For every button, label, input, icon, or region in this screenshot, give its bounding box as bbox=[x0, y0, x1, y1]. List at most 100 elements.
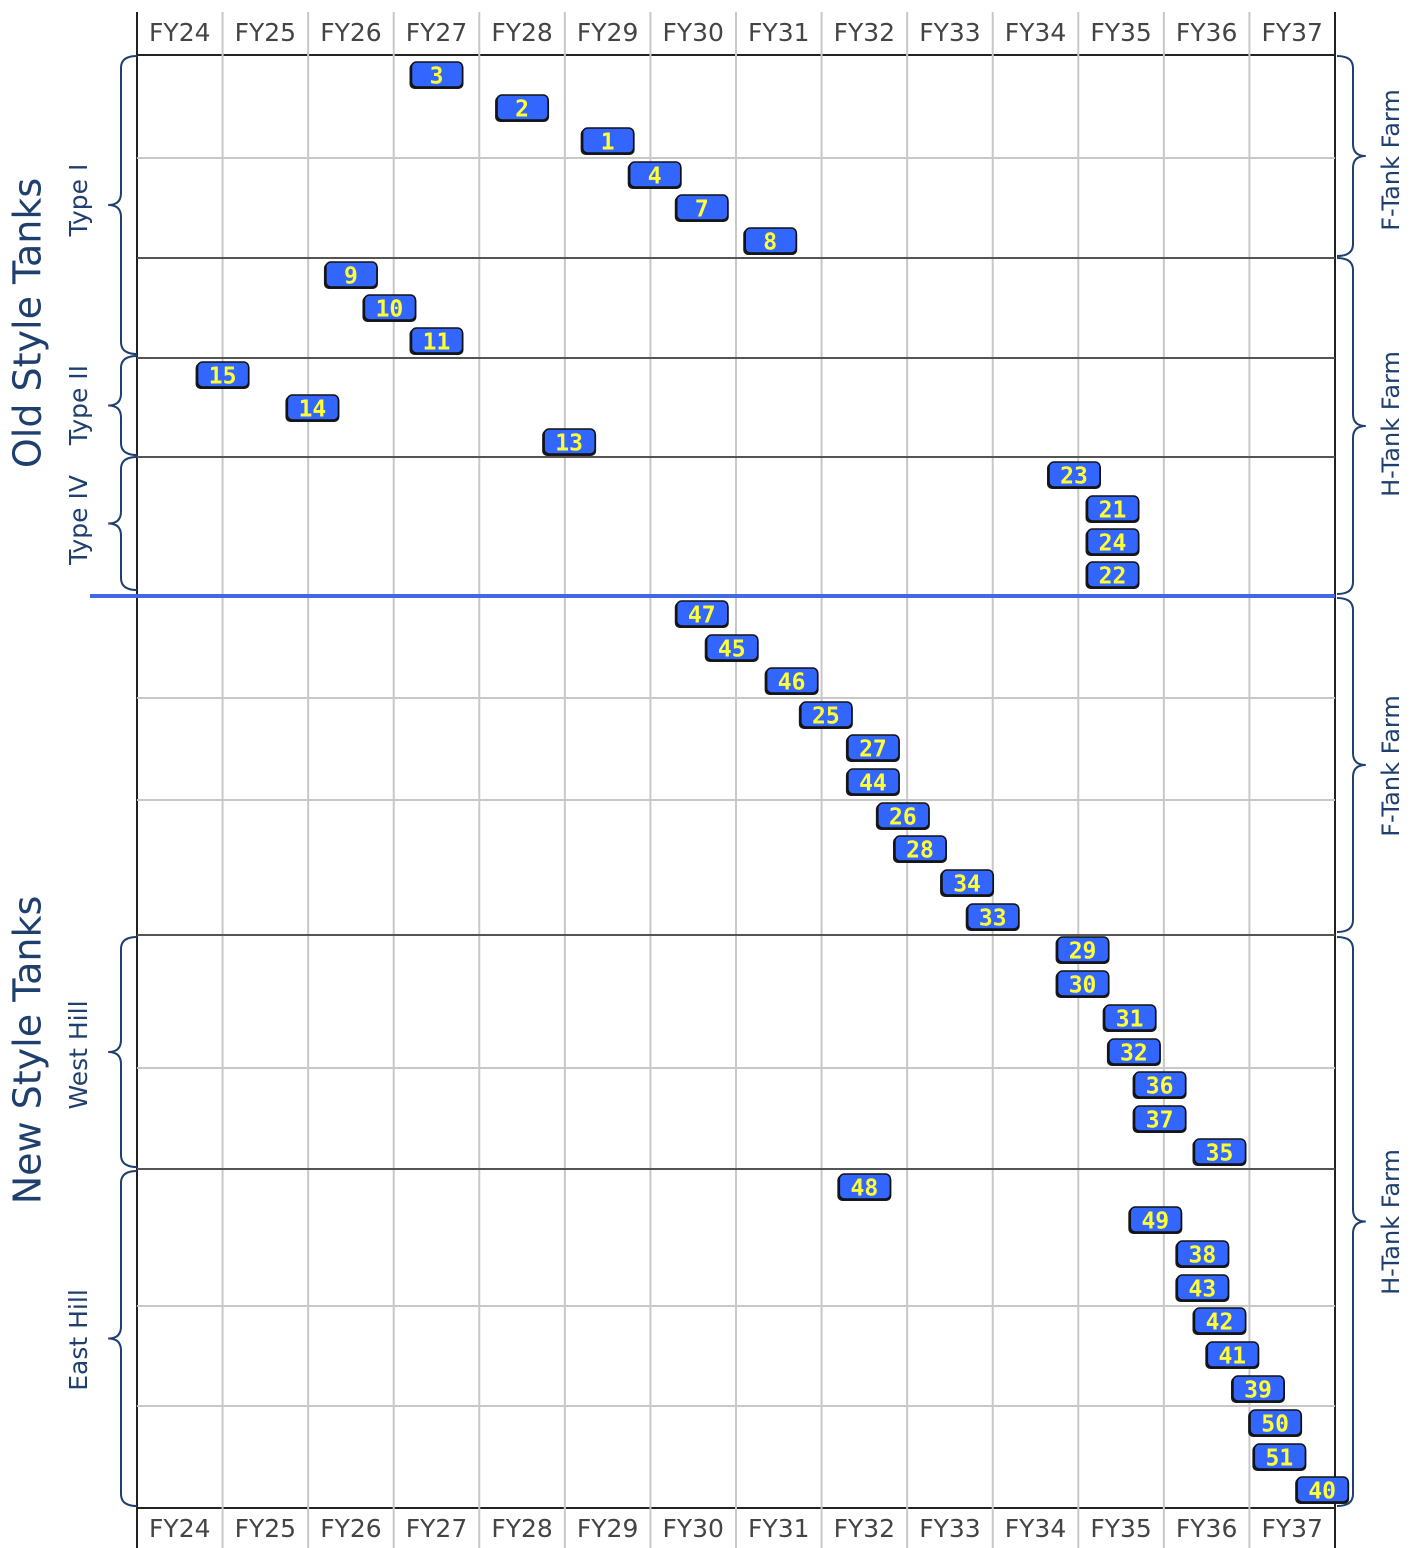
tank-marker-label: 28 bbox=[906, 838, 934, 864]
tank-marker-47: 47 bbox=[674, 600, 729, 629]
tank-marker-body bbox=[941, 869, 994, 896]
tank-marker-29: 29 bbox=[1055, 936, 1110, 965]
x-tick-label: FY37 bbox=[1261, 1514, 1322, 1543]
tank-marker-label: 43 bbox=[1189, 1277, 1217, 1303]
tank-marker-label: 45 bbox=[718, 637, 746, 663]
tank-marker-body bbox=[676, 194, 729, 221]
tank-marker-49: 49 bbox=[1128, 1206, 1183, 1235]
x-tick-label: FY28 bbox=[491, 18, 552, 47]
x-tick-label: FY25 bbox=[235, 1514, 296, 1543]
tank-marker-4: 4 bbox=[627, 161, 682, 190]
tank-marker-body bbox=[705, 634, 759, 661]
tank-marker-label: 3 bbox=[430, 64, 444, 90]
x-tick-label: FY36 bbox=[1176, 18, 1237, 47]
subgroup-label: Type I bbox=[64, 164, 93, 238]
tank-marker-label: 38 bbox=[1189, 1243, 1217, 1269]
tank-marker-label: 37 bbox=[1146, 1108, 1174, 1134]
tank-marker-body bbox=[1193, 1138, 1247, 1165]
subgroup-label: Type IV bbox=[64, 475, 93, 566]
x-tick-label: FY35 bbox=[1090, 1514, 1151, 1543]
tank-marker-35: 35 bbox=[1192, 1138, 1247, 1167]
tank-marker-43: 43 bbox=[1175, 1274, 1230, 1303]
tank-marker-label: 26 bbox=[889, 805, 917, 831]
tank-marker-label: 25 bbox=[812, 704, 840, 730]
tank-marker-label: 32 bbox=[1120, 1041, 1148, 1067]
x-tick-label: FY25 bbox=[235, 18, 296, 47]
tank-marker-label: 31 bbox=[1116, 1007, 1144, 1033]
tank-marker-body bbox=[1176, 1240, 1230, 1267]
tank-marker-body bbox=[800, 701, 853, 728]
tank-marker-label: 48 bbox=[851, 1176, 879, 1202]
tank-marker-24: 24 bbox=[1085, 528, 1140, 557]
tank-marker-37: 37 bbox=[1132, 1105, 1187, 1134]
tank-marker-45: 45 bbox=[704, 634, 759, 663]
x-tick-label: FY37 bbox=[1261, 18, 1322, 47]
tank-marker-body bbox=[1056, 936, 1110, 963]
x-tick-label: FY28 bbox=[491, 1514, 552, 1543]
tank-marker-8: 8 bbox=[743, 227, 798, 256]
tank-marker-label: 33 bbox=[979, 906, 1007, 932]
tank-marker-21: 21 bbox=[1085, 495, 1140, 524]
subgroup-brace bbox=[108, 456, 138, 591]
tank-marker-label: 8 bbox=[763, 230, 777, 256]
x-tick-label: FY26 bbox=[320, 18, 381, 47]
farm-label: F-Tank Farm bbox=[1377, 695, 1405, 837]
tank-marker-body bbox=[1086, 528, 1140, 555]
tank-marker-33: 33 bbox=[965, 903, 1020, 932]
tank-marker-23: 23 bbox=[1047, 461, 1102, 490]
subgroup-brace bbox=[108, 936, 138, 1168]
x-tick-label: FY36 bbox=[1176, 1514, 1237, 1543]
tank-marker-body bbox=[543, 428, 596, 455]
row-dividers bbox=[90, 257, 1335, 1170]
tank-marker-label: 22 bbox=[1099, 564, 1127, 590]
tank-marker-label: 23 bbox=[1060, 464, 1088, 490]
tank-marker-40: 40 bbox=[1295, 1476, 1350, 1505]
tank-marker-label: 1 bbox=[601, 130, 615, 156]
tank-marker-36: 36 bbox=[1132, 1071, 1187, 1100]
x-tick-label: FY34 bbox=[1005, 1514, 1066, 1543]
tank-marker-11: 11 bbox=[409, 327, 464, 356]
tank-marker-label: 11 bbox=[423, 330, 451, 356]
tank-marker-label: 24 bbox=[1099, 531, 1127, 557]
x-tick-label: FY32 bbox=[834, 1514, 895, 1543]
tank-marker-26: 26 bbox=[875, 802, 930, 831]
farm-brace bbox=[1336, 597, 1366, 933]
tank-marker-50: 50 bbox=[1248, 1409, 1303, 1438]
tank-marker-body bbox=[410, 61, 464, 88]
subgroup-brace bbox=[108, 1170, 138, 1507]
subgroup-brace bbox=[108, 355, 138, 456]
tank-marker-body bbox=[1133, 1105, 1187, 1132]
x-tick-label: FY29 bbox=[577, 18, 638, 47]
tank-marker-body bbox=[1206, 1341, 1260, 1368]
x-tick-label: FY35 bbox=[1090, 18, 1151, 47]
group-labels: Old Style Tanks New Style Tanks Type I Type… bbox=[6, 55, 138, 1507]
tank-marker-32: 32 bbox=[1106, 1038, 1161, 1067]
tank-marker-38: 38 bbox=[1175, 1240, 1230, 1269]
tank-marker-body bbox=[966, 903, 1020, 930]
tank-marker-body bbox=[894, 835, 947, 862]
x-tick-label: FY31 bbox=[748, 18, 809, 47]
tank-marker-label: 35 bbox=[1206, 1141, 1234, 1167]
x-axis-top: FY24 FY25 FY26 FY27 FY28 FY29 FY30 FY31 FY32 FY33… bbox=[149, 18, 1323, 47]
tank-marker-body bbox=[744, 227, 797, 254]
tank-marker-label: 10 bbox=[376, 297, 404, 323]
tank-marker-label: 39 bbox=[1244, 1378, 1272, 1404]
tank-marker-label: 41 bbox=[1218, 1344, 1246, 1370]
tank-marker-body bbox=[363, 294, 417, 321]
tank-marker-label: 2 bbox=[515, 97, 529, 123]
tank-marker-label: 51 bbox=[1266, 1446, 1294, 1472]
x-tick-label: FY29 bbox=[577, 1514, 638, 1543]
tank-marker-body bbox=[1086, 561, 1140, 588]
tank-marker-body bbox=[1249, 1409, 1302, 1436]
tank-markers: 3214789101115141323212422474546252744262… bbox=[195, 61, 1350, 1505]
tank-marker-1: 1 bbox=[580, 127, 635, 156]
tank-marker-10: 10 bbox=[362, 294, 417, 323]
group-label-old-style: Old Style Tanks bbox=[6, 178, 50, 468]
farm-labels: F-Tank Farm H-Tank Farm F-Tank Farm H-Tank … bbox=[1336, 55, 1405, 1507]
tank-marker-label: 36 bbox=[1146, 1074, 1174, 1100]
x-tick-label: FY34 bbox=[1005, 18, 1066, 47]
tank-marker-body bbox=[1296, 1476, 1349, 1503]
tank-marker-label: 34 bbox=[953, 872, 981, 898]
tank-marker-label: 7 bbox=[695, 197, 709, 223]
